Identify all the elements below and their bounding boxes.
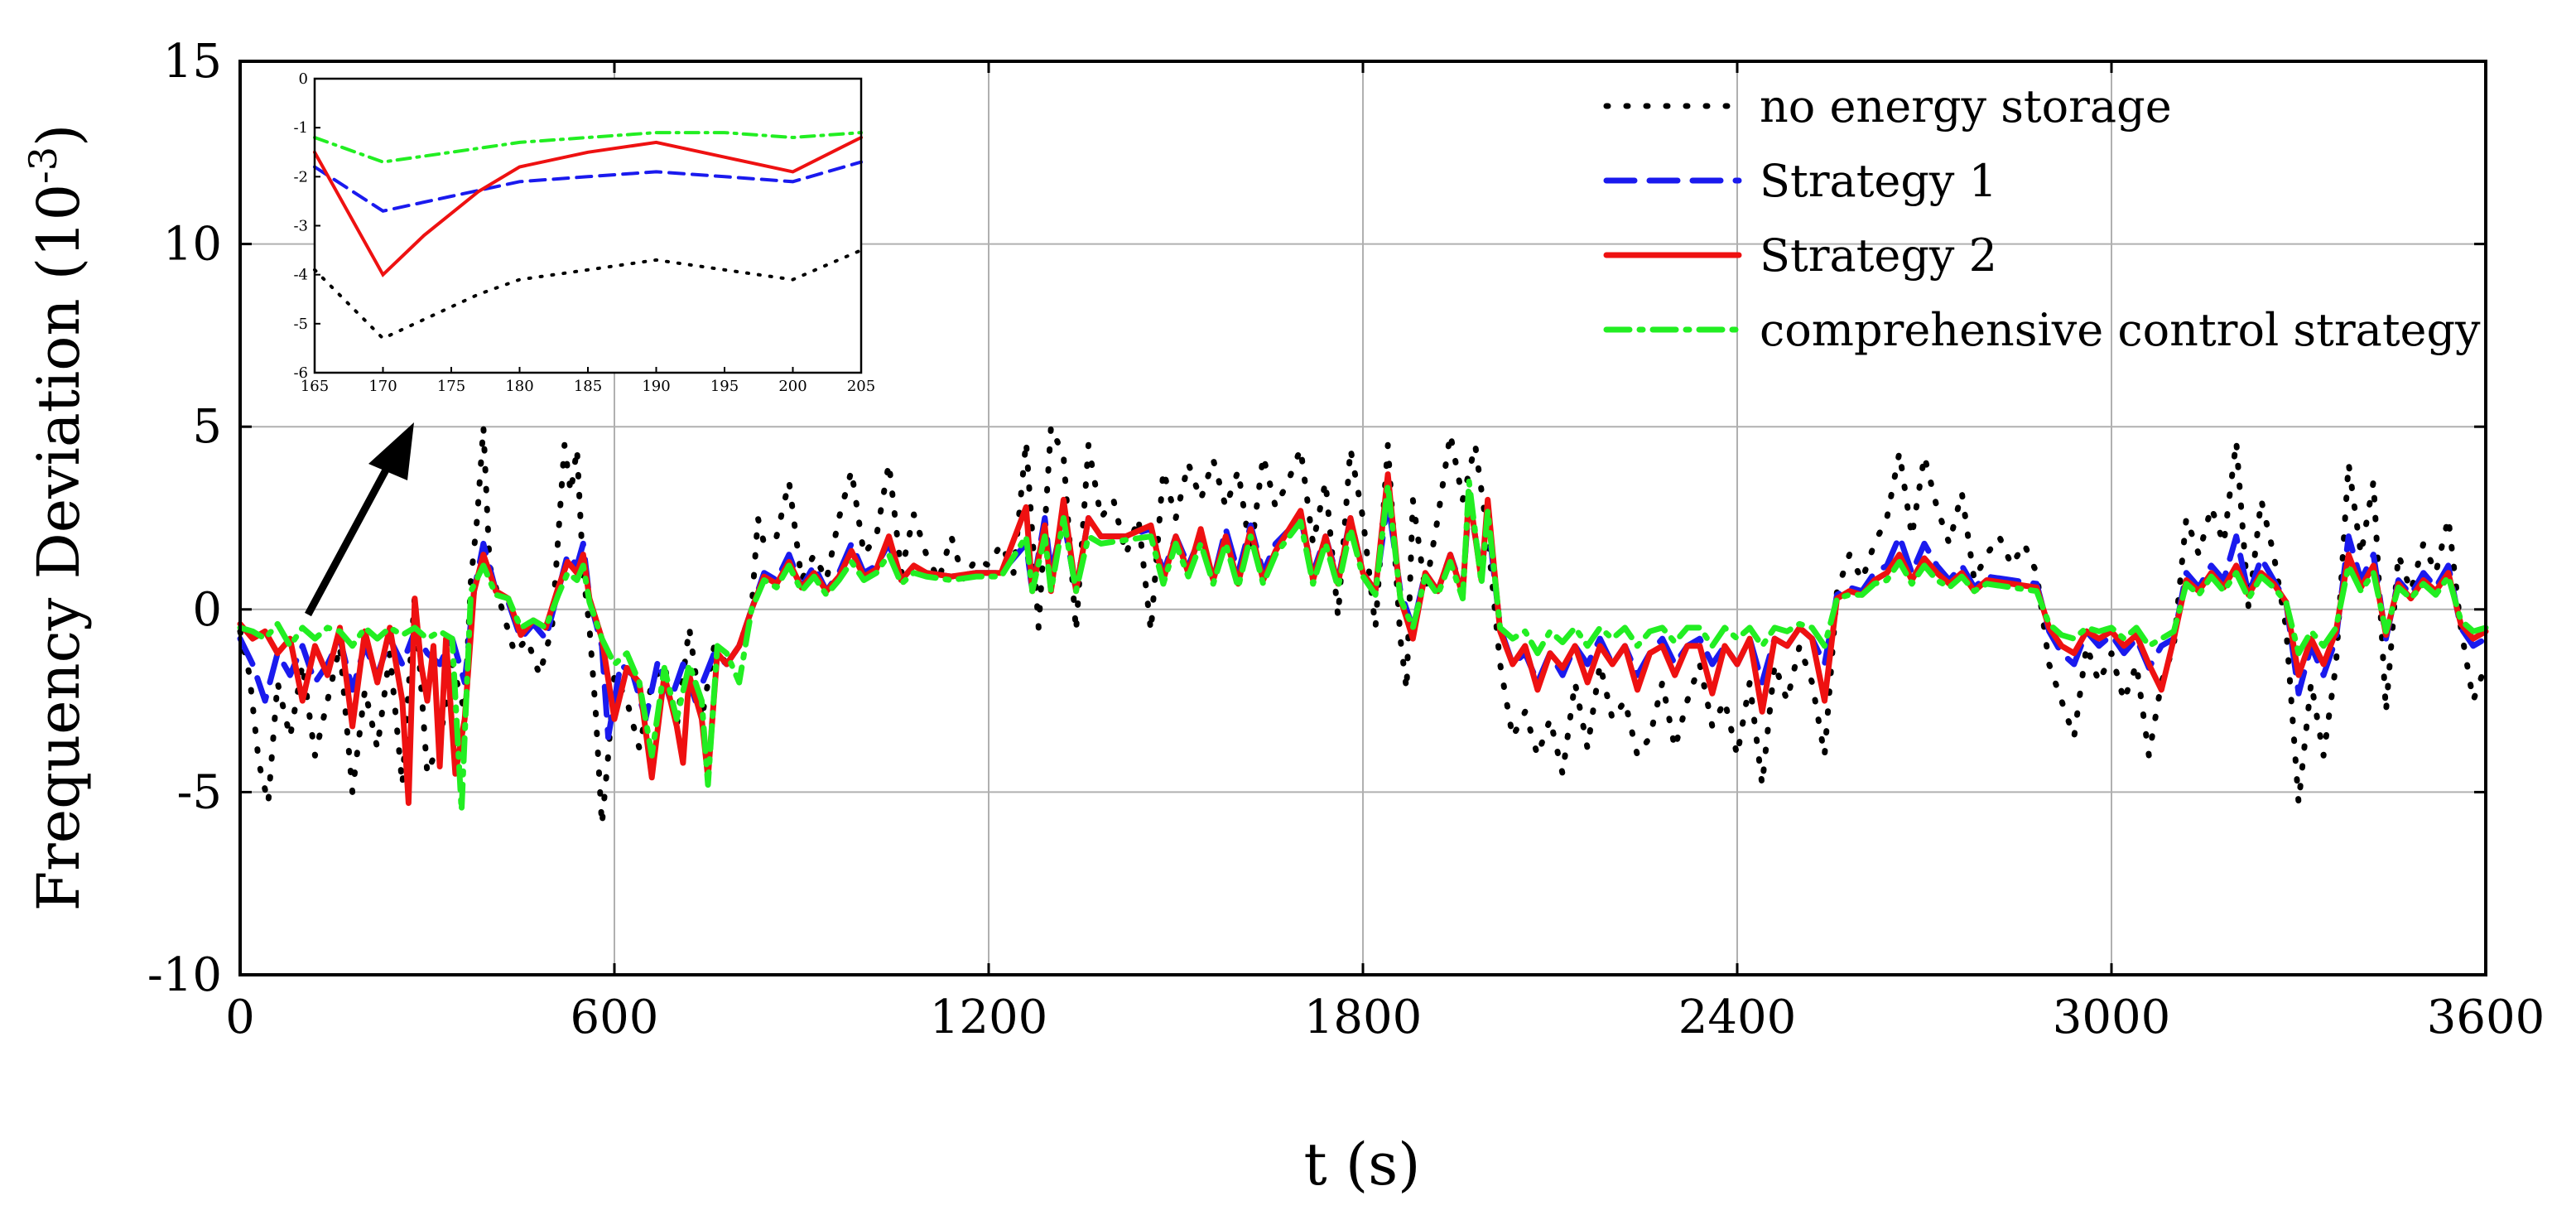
inset-x-tick-label: 175	[437, 378, 465, 395]
y-axis-label: Frequency Deviation (10-3)	[21, 124, 93, 912]
inset-x-tick-label: 195	[710, 378, 739, 395]
y-axis-label-close: )	[25, 124, 93, 147]
inset-y-tick-label: -3	[293, 218, 308, 235]
inset-ticks: 165 170 175 180 185 190 195 200 205 0 -1 -2 -3 -4 -5 -6	[293, 70, 875, 395]
inset-line-no-energy-storage	[313, 248, 863, 341]
inset-y-tick-label: 0	[299, 70, 308, 88]
inset-line-strategy-1	[313, 160, 863, 213]
x-tick-label: 0	[225, 991, 255, 1044]
inset-y-tick-label: -1	[293, 119, 308, 137]
y-tick-label: -10	[147, 948, 222, 1002]
inset-x-tick-label: 170	[368, 378, 397, 395]
y-tick-label: 0	[192, 583, 222, 637]
inset-arrow	[305, 422, 414, 617]
legend: no energy storage Strategy 1 Strategy 2 com…	[1603, 80, 2481, 356]
data-series	[237, 423, 2489, 828]
x-axis-label: t (s)	[1304, 1131, 1421, 1198]
legend-label: Strategy 1	[1760, 155, 1997, 207]
x-tick-label: 1200	[930, 991, 1048, 1044]
y-tick-labels: -10 -5 0 5 10 15	[147, 35, 222, 1002]
inset-line-comprehensive-control-strategy	[313, 131, 863, 164]
y-tick-label: 5	[192, 400, 222, 454]
x-tick-label: 3000	[2053, 991, 2171, 1044]
y-axis-label-exponent: -3	[21, 147, 65, 184]
legend-label: comprehensive control strategy	[1760, 304, 2481, 356]
y-axis-label-base: Frequency Deviation (10	[25, 184, 93, 911]
series-line-no-energy-storage	[237, 423, 2489, 828]
legend-label: no energy storage	[1760, 80, 2172, 133]
y-tick-label: 15	[163, 35, 222, 89]
x-tick-label: 3600	[2427, 991, 2545, 1044]
inset-y-tick-label: -4	[293, 267, 308, 284]
inset-x-tick-label: 165	[301, 378, 329, 395]
inset-y-tick-label: -5	[293, 316, 308, 333]
inset-line-strategy-2	[313, 136, 863, 277]
inset-x-tick-label: 180	[505, 378, 533, 395]
x-tick-label: 1800	[1304, 991, 1423, 1044]
series-line-comprehensive-control-strategy	[237, 478, 2489, 813]
y-tick-label: -5	[176, 765, 222, 819]
x-tick-label: 600	[571, 991, 659, 1044]
inset-y-tick-label: -2	[293, 168, 308, 186]
inset-x-tick-label: 190	[642, 378, 670, 395]
inset-x-tick-label: 185	[574, 378, 602, 395]
axis-ticks	[238, 60, 2487, 976]
inset-y-tick-label: -6	[293, 364, 308, 382]
x-tick-label: 2400	[1678, 991, 1797, 1044]
inset-series	[313, 131, 863, 341]
legend-label: Strategy 2	[1760, 229, 1997, 282]
inset-x-tick-label: 205	[847, 378, 875, 395]
inset-x-tick-label: 200	[778, 378, 807, 395]
zoom-inset: 165 170 175 180 185 190 195 200 205 0 -1 -2 -3 -4 -5 -6	[293, 70, 875, 395]
inset-background	[315, 79, 861, 373]
y-tick-label: 10	[163, 218, 222, 272]
x-tick-labels: 0 600 1200 1800 2400 3000 3600	[225, 991, 2545, 1044]
